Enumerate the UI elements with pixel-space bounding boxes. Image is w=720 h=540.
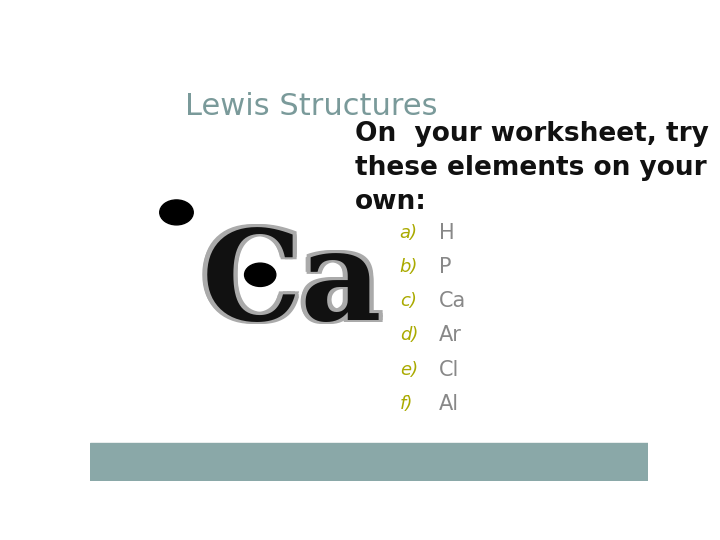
Circle shape [245,263,276,286]
Bar [90,443,648,481]
Text: Ca: Ca [438,292,466,312]
Text: Ca: Ca [204,226,385,347]
Circle shape [160,200,193,225]
Text: Ca: Ca [199,223,379,344]
Text: a): a) [400,224,418,242]
Text: Ca: Ca [202,222,382,343]
Text: Ca: Ca [198,227,378,348]
Text: Ar: Ar [438,326,462,346]
Text: f): f) [400,395,413,413]
Text: d): d) [400,327,418,345]
Text: Ca: Ca [204,223,385,344]
Text: Ca: Ca [197,225,377,346]
Text: Ca: Ca [205,222,386,343]
Text: Ca: Ca [202,227,382,348]
Text: e): e) [400,361,418,379]
Text: b): b) [400,258,418,276]
Text: Ca: Ca [199,226,379,347]
Text: On  your worksheet, try
these elements on your
own:: On your worksheet, try these elements on… [355,121,709,215]
Text: H: H [438,223,454,243]
Text: Ca: Ca [206,225,387,346]
Text: Ca: Ca [205,227,386,348]
Text: P: P [438,257,451,278]
Text: Cl: Cl [438,360,459,380]
Text: Lewis Structures: Lewis Structures [185,92,437,121]
Text: c): c) [400,292,417,310]
Text: Al: Al [438,394,459,414]
Text: Ca: Ca [202,225,382,346]
Text: Ca: Ca [198,222,378,343]
